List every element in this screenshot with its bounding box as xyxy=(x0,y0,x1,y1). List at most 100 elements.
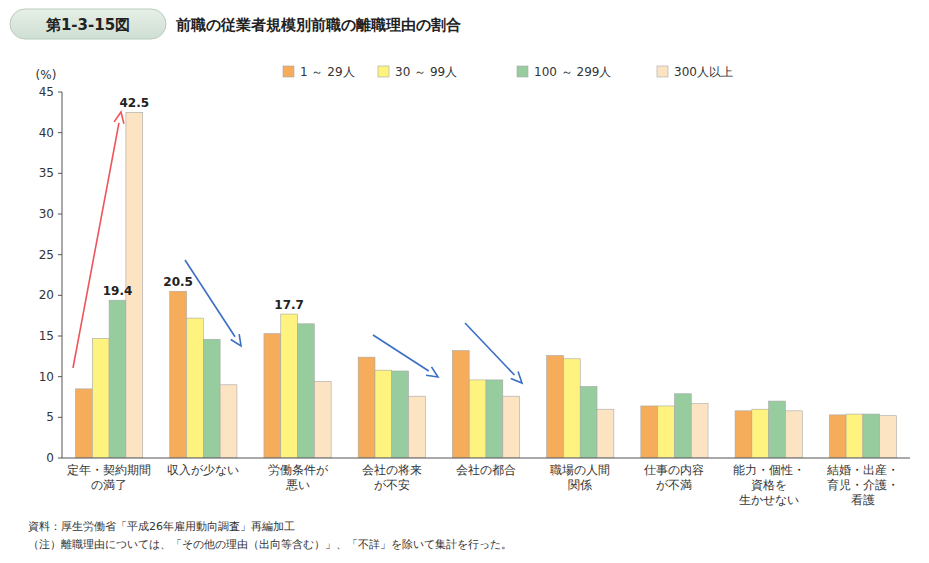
y-tick-label: 0 xyxy=(46,451,54,465)
x-tick-label-line: 職場の人間 xyxy=(550,463,610,477)
arrow-head xyxy=(114,112,124,124)
x-tick-label-line: が不満 xyxy=(656,478,692,492)
bar xyxy=(580,386,597,458)
x-tick-label-line: 悪い xyxy=(285,478,310,492)
trend-arrow xyxy=(465,323,522,383)
x-tick-label-line: 結婚・出産・ xyxy=(826,463,899,477)
arrow-shaft xyxy=(465,323,514,375)
x-tick-label-line: 仕事の内容 xyxy=(643,463,704,477)
x-tick-label-line: 看護 xyxy=(851,493,875,507)
x-tick-label: 会社の都合 xyxy=(456,463,516,477)
note: （注）離職理由については、「その他の理由（出向等含む）」、「不詳」を除いて集計を… xyxy=(28,538,512,551)
bar xyxy=(691,404,708,458)
bar xyxy=(486,380,503,458)
bar xyxy=(469,380,486,458)
bar xyxy=(76,389,93,458)
bar xyxy=(170,291,187,458)
trend-arrow xyxy=(373,335,438,377)
y-axis-label: (%) xyxy=(36,68,57,82)
y-tick-label: 20 xyxy=(39,288,54,302)
data-label: 42.5 xyxy=(120,96,150,110)
y-tick xyxy=(58,376,62,377)
x-tick-label: 職場の人間関係 xyxy=(550,463,610,492)
bar xyxy=(92,338,109,458)
bar xyxy=(735,411,752,458)
arrow-head xyxy=(511,372,522,383)
arrow-shaft xyxy=(185,260,235,337)
bar xyxy=(846,414,863,458)
y-tick xyxy=(58,132,62,133)
data-label: 20.5 xyxy=(163,275,193,289)
bars xyxy=(76,112,897,458)
y-tick xyxy=(58,336,62,337)
x-tick-label-line: 生かせない xyxy=(739,493,799,507)
y-tick-label: 45 xyxy=(39,85,54,99)
legend-label: 1 ～ 29人 xyxy=(300,65,355,79)
figure-label: 第1-3-15図 xyxy=(45,16,130,34)
x-tick-label: 労働条件が悪い xyxy=(268,463,329,492)
arrow-shaft xyxy=(73,123,119,368)
bar xyxy=(658,406,675,458)
x-tick-label-line: 労働条件が xyxy=(268,463,329,477)
figure-label-box xyxy=(10,9,166,39)
y-tick xyxy=(58,92,62,93)
x-tick-label-line: 育児・介護・ xyxy=(827,478,899,492)
x-tick-label: 収入が少ない xyxy=(167,463,239,477)
bar xyxy=(203,339,220,458)
bar xyxy=(392,371,409,458)
y-tick-label: 15 xyxy=(39,329,54,343)
x-tick-label-line: 定年・契約期間 xyxy=(67,463,151,477)
bar xyxy=(281,314,298,458)
bar xyxy=(375,370,392,458)
trend-arrow xyxy=(185,260,241,346)
x-tick-label-line: 資格を xyxy=(751,478,787,492)
bar xyxy=(314,382,331,458)
chart: 第1-3-15図前職の従業者規模別前職の離職理由の割合(%)0510152025… xyxy=(0,0,929,563)
bar xyxy=(829,415,846,458)
bar xyxy=(752,409,769,458)
bar xyxy=(563,359,580,458)
y-tick-label: 25 xyxy=(39,248,54,262)
data-label: 19.4 xyxy=(103,284,133,298)
legend-label: 30 ～ 99人 xyxy=(395,65,457,79)
legend-label: 300人以上 xyxy=(674,65,733,79)
x-tick-label: 会社の将来が不安 xyxy=(362,463,422,492)
bar xyxy=(785,411,802,458)
y-tick-label: 30 xyxy=(39,207,54,221)
arrow-head xyxy=(426,367,438,377)
legend-swatch xyxy=(517,66,528,77)
bar xyxy=(452,351,469,458)
x-tick-label: 能力・個性・資格を生かせない xyxy=(733,463,805,507)
legend-swatch xyxy=(657,66,668,77)
bar xyxy=(264,334,281,458)
title: 前職の従業者規模別前職の離職理由の割合 xyxy=(175,16,461,34)
y-tick xyxy=(58,417,62,418)
y-axis xyxy=(62,92,63,458)
legend-swatch xyxy=(378,66,389,77)
y-tick xyxy=(58,214,62,215)
x-axis xyxy=(62,458,910,459)
x-tick-label-line: 会社の将来 xyxy=(362,463,422,477)
bar xyxy=(674,394,691,458)
y-tick xyxy=(58,295,62,296)
arrow-shaft xyxy=(373,335,429,371)
x-tick-label-line: の満了 xyxy=(91,478,127,492)
bar xyxy=(880,416,897,458)
bar xyxy=(358,357,375,458)
x-tick-label: 定年・契約期間の満了 xyxy=(67,463,151,492)
bar xyxy=(863,414,880,458)
y-tick-label: 35 xyxy=(39,166,54,180)
bar xyxy=(298,324,315,458)
bar xyxy=(597,409,614,458)
bar xyxy=(503,396,520,458)
x-tick-label-line: が不安 xyxy=(374,478,410,492)
legend-swatch xyxy=(283,66,294,77)
data-label: 17.7 xyxy=(274,298,304,312)
source: 資料：厚生労働省「平成26年雇用動向調査」再編加工 xyxy=(28,520,295,533)
bar xyxy=(641,406,658,458)
y-tick xyxy=(58,173,62,174)
bar xyxy=(547,356,564,458)
trend-arrow xyxy=(73,112,124,368)
arrow-head xyxy=(231,334,241,346)
x-tick-label-line: 能力・個性・ xyxy=(733,463,805,477)
